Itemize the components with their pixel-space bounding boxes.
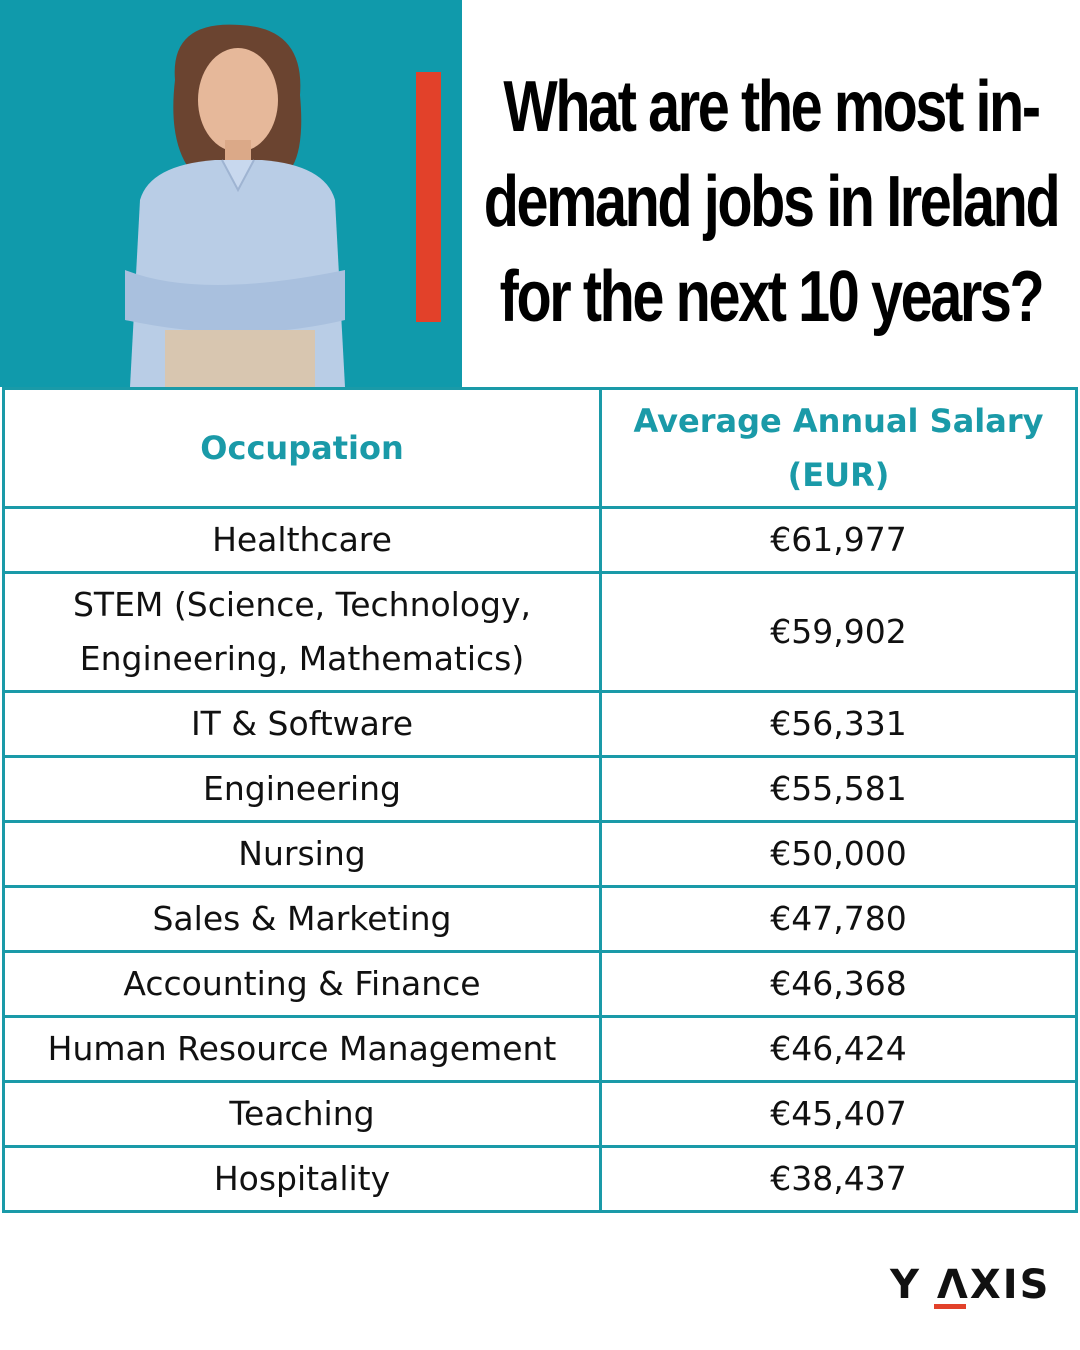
occupation-cell: Human Resource Management xyxy=(2,1015,602,1083)
table-row: Accounting & Finance €46,368 xyxy=(2,950,1078,1018)
salary-cell: €50,000 xyxy=(599,820,1078,888)
occupation-cell: IT & Software xyxy=(2,690,602,758)
table-body: Healthcare €61,977 STEM (Science, Technolo… xyxy=(2,506,1078,1213)
salary-cell: €38,437 xyxy=(599,1145,1078,1213)
salary-cell: €61,977 xyxy=(599,506,1078,574)
logo: Y ΛXIS xyxy=(890,1262,1051,1308)
occupation-cell: Engineering xyxy=(2,755,602,823)
title: What are the most in-demand jobs in Irel… xyxy=(483,67,1061,337)
occupation-cell: Healthcare xyxy=(2,506,602,574)
salary-cell: €55,581 xyxy=(599,755,1078,823)
occupation-cell: Teaching xyxy=(2,1080,602,1148)
salary-cell: €59,902 xyxy=(599,571,1078,693)
salary-table: Occupation Average Annual Salary (EUR) H… xyxy=(2,387,1078,1213)
table-row: IT & Software €56,331 xyxy=(2,690,1078,758)
table-row: Nursing €50,000 xyxy=(2,820,1078,888)
occupation-cell: Hospitality xyxy=(2,1145,602,1213)
person-illustration xyxy=(125,24,345,387)
salary-cell: €56,331 xyxy=(599,690,1078,758)
table-row: Hospitality €38,437 xyxy=(2,1145,1078,1213)
occupation-cell: STEM (Science, Technology, Engineering, … xyxy=(2,571,602,693)
occupation-cell: Nursing xyxy=(2,820,602,888)
title-area: What are the most in-demand jobs in Irel… xyxy=(462,18,1080,387)
column-header: Average Annual Salary (EUR) xyxy=(599,387,1078,509)
table-row: Teaching €45,407 xyxy=(2,1080,1078,1148)
hero-panel xyxy=(0,0,462,387)
occupation-cell: Accounting & Finance xyxy=(2,950,602,1018)
salary-cell: €47,780 xyxy=(599,885,1078,953)
salary-cell: €46,424 xyxy=(599,1015,1078,1083)
table-row: Human Resource Management €46,424 xyxy=(2,1015,1078,1083)
accent-bar xyxy=(416,72,441,322)
header-row: Occupation Average Annual Salary (EUR) xyxy=(2,387,1078,509)
salary-cell: €46,368 xyxy=(599,950,1078,1018)
table-row: STEM (Science, Technology, Engineering, … xyxy=(2,571,1078,693)
table-row: Sales & Marketing €47,780 xyxy=(2,885,1078,953)
table-row: Engineering €55,581 xyxy=(2,755,1078,823)
table-row: Healthcare €61,977 xyxy=(2,506,1078,574)
logo-accent xyxy=(934,1304,966,1309)
salary-cell: €45,407 xyxy=(599,1080,1078,1148)
occupation-cell: Sales & Marketing xyxy=(2,885,602,953)
column-header: Occupation xyxy=(2,387,602,509)
